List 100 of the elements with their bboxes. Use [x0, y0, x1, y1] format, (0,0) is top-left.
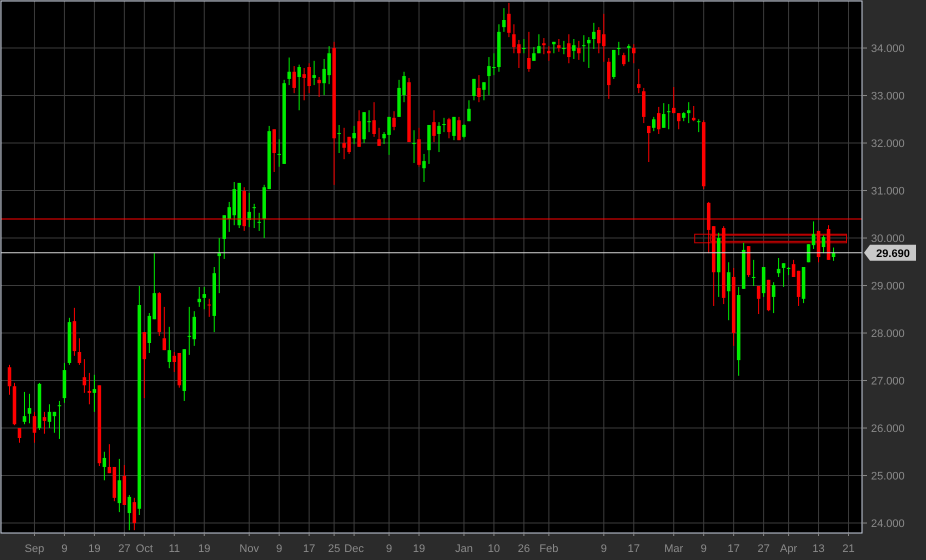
- y-tick-label: 27.000: [871, 376, 905, 388]
- candlestick: [666, 104, 670, 130]
- y-tick-label: 25.000: [871, 470, 905, 483]
- candlestick: [572, 38, 576, 60]
- candlestick: [652, 116, 656, 132]
- candlestick: [672, 86, 676, 114]
- candlestick: [676, 112, 680, 130]
- candlestick: [647, 125, 650, 163]
- candlestick: [756, 286, 760, 315]
- x-tick-label: 17: [728, 543, 740, 555]
- candlestick: [622, 52, 626, 67]
- candlestick: [662, 102, 666, 128]
- candlestick: [202, 286, 206, 310]
- candlestick: [337, 124, 341, 154]
- candlestick: [627, 44, 631, 62]
- candlestick: [28, 393, 32, 424]
- candlestick: [772, 282, 776, 314]
- candlestick: [58, 400, 62, 440]
- candlestick: [567, 34, 571, 64]
- x-tick-label: Jan: [455, 543, 473, 555]
- candlestick: [537, 34, 541, 54]
- candlestick: [582, 34, 586, 62]
- candlestick: [637, 68, 641, 94]
- candlestick: [472, 78, 476, 101]
- x-tick-label: Apr: [780, 543, 798, 555]
- candlestick: [8, 364, 12, 396]
- candlestick: [587, 36, 591, 68]
- x-tick-label: Oct: [136, 543, 153, 555]
- y-tick-label: 29.000: [871, 280, 905, 293]
- x-tick-label: 9: [600, 543, 607, 555]
- candlestick: [102, 451, 106, 481]
- x-tick-label: Sep: [24, 543, 44, 555]
- x-tick-label: 21: [842, 543, 855, 555]
- x-tick-label: Nov: [239, 543, 260, 555]
- candlestick: [617, 41, 621, 56]
- y-tick-label: 26.000: [871, 423, 905, 436]
- candlestick: [162, 306, 166, 351]
- x-tick-label: 25: [328, 543, 340, 555]
- candlestick: [442, 117, 446, 133]
- candlestick: [632, 44, 636, 64]
- candlestick: [92, 374, 96, 412]
- x-tick-label: 27: [118, 543, 130, 555]
- y-tick-label: 28.000: [871, 328, 905, 340]
- y-tick-label: 34.000: [871, 43, 905, 56]
- candlestick: [822, 234, 826, 254]
- candlestick: [128, 494, 132, 531]
- y-tick-label: 24.000: [871, 518, 905, 530]
- candlestick: [776, 257, 780, 278]
- candlestick: [287, 57, 291, 86]
- candlestick: [317, 76, 321, 98]
- candlestick: [547, 46, 551, 62]
- x-tick-label: 11: [168, 543, 180, 555]
- candlestick: [752, 259, 756, 286]
- candlestick: [88, 372, 92, 405]
- candlestick: [726, 262, 730, 321]
- candlestick: [392, 110, 396, 131]
- x-tick-label: 10: [488, 543, 500, 555]
- candlestick: [457, 116, 461, 141]
- candlestick: [782, 262, 786, 288]
- x-tick-label: 17: [303, 543, 316, 555]
- candlestick: [452, 116, 456, 141]
- candlestick: [682, 112, 686, 122]
- candlestick: [132, 497, 136, 531]
- candlestick: [532, 46, 536, 62]
- candlestick: [607, 58, 611, 100]
- candlestick: [432, 110, 436, 143]
- candlestick: [502, 8, 506, 32]
- candlestick: [22, 391, 26, 425]
- x-tick-label: 9: [61, 543, 68, 555]
- candlestick: [208, 298, 212, 318]
- candlestick: [198, 286, 202, 308]
- candlestick: [252, 203, 256, 229]
- y-tick-label: 33.000: [871, 90, 905, 103]
- candlestick: [527, 31, 531, 72]
- candlestick: [292, 66, 296, 94]
- candlestick: [507, 2, 511, 38]
- candlestick: [462, 124, 466, 139]
- candlestick: [412, 130, 416, 164]
- candlestick: [577, 40, 581, 60]
- x-tick-label: 19: [412, 543, 426, 555]
- candlestick: [422, 153, 426, 182]
- y-tick-label: 30.000: [871, 233, 905, 246]
- candlestick: [312, 60, 316, 86]
- x-tick-label: Mar: [664, 543, 684, 555]
- y-tick-label: 31.000: [871, 186, 905, 198]
- candlestick: [696, 118, 700, 133]
- candlestick: [522, 38, 526, 54]
- x-tick-label: 9: [700, 543, 707, 555]
- x-tick-label: Dec: [344, 543, 364, 555]
- candlestick: [297, 64, 301, 111]
- candlestick: [372, 102, 376, 138]
- candlestick: [32, 411, 36, 444]
- candlestick: [437, 122, 441, 153]
- candlestick: [18, 428, 22, 444]
- candlestick: [656, 106, 660, 134]
- x-tick-label: 27: [757, 543, 770, 555]
- x-tick-label: 26: [518, 543, 530, 555]
- candlestick: [557, 38, 561, 52]
- candlestick: [168, 326, 172, 369]
- candlestick: [467, 100, 471, 122]
